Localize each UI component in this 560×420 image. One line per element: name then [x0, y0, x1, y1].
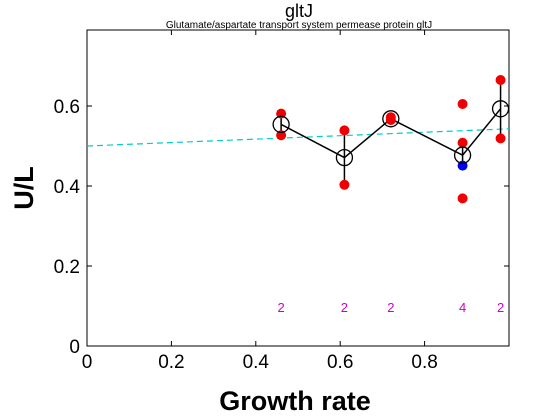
y-tick-label: 0.4 — [54, 177, 81, 198]
count-label: 2 — [278, 300, 285, 315]
data-point — [496, 75, 506, 85]
data-point — [458, 193, 468, 203]
x-tick-label: 0.8 — [411, 352, 437, 373]
count-label: 2 — [341, 300, 348, 315]
y-axis-label: U/L — [9, 166, 39, 210]
count-label: 2 — [497, 300, 504, 315]
x-axis-label: Growth rate — [219, 386, 371, 416]
chart-subtitle: Glutamate/aspartate transport system per… — [166, 20, 432, 31]
x-tick-label: 0.2 — [158, 352, 184, 373]
chart-title: gltJ — [285, 1, 313, 21]
x-tick-label: 0 — [82, 352, 93, 373]
data-point — [458, 138, 468, 148]
plot-area — [87, 30, 509, 346]
count-label: 4 — [459, 300, 466, 315]
x-tick-label: 0.4 — [243, 352, 270, 373]
y-tick-label: 0 — [69, 337, 80, 358]
data-point — [339, 180, 349, 190]
y-tick-label: 0.6 — [54, 97, 80, 118]
data-point — [339, 125, 349, 135]
data-point — [496, 133, 506, 143]
y-tick-label: 0.2 — [54, 257, 80, 278]
count-label: 2 — [387, 300, 394, 315]
data-point — [458, 99, 468, 109]
x-tick-label: 0.6 — [327, 352, 353, 373]
data-point — [386, 115, 396, 125]
